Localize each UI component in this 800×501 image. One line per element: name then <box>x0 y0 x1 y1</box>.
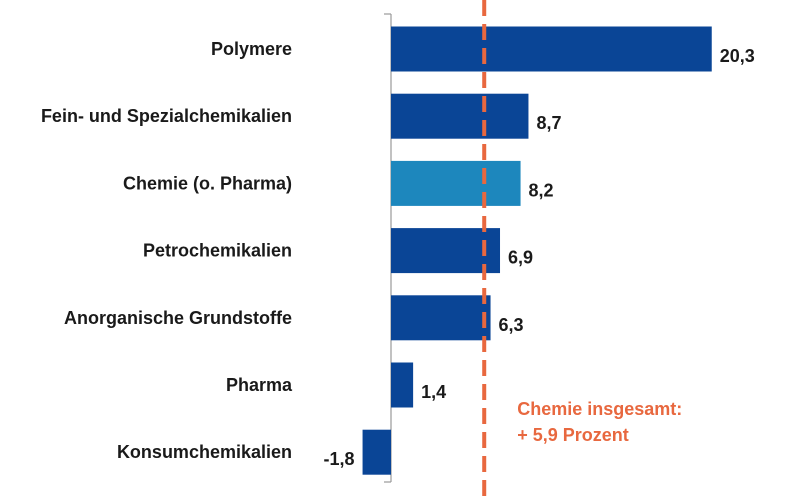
value-label-4: 6,3 <box>499 315 524 335</box>
category-label-6: Konsumchemikalien <box>117 442 292 462</box>
reference-label-line2: + 5,9 Prozent <box>517 425 629 445</box>
bar-2 <box>391 160 521 206</box>
value-label-1: 8,7 <box>536 113 561 133</box>
bar-3 <box>391 228 501 274</box>
bar-4 <box>391 295 491 341</box>
value-labels: 20,3 8,7 8,2 6,9 6,3 1,4 -1,8 <box>324 46 755 469</box>
bars-group <box>362 26 712 475</box>
reference-label-line1: Chemie insgesamt: <box>517 399 682 419</box>
value-label-3: 6,9 <box>508 248 533 268</box>
value-label-2: 8,2 <box>529 180 554 200</box>
bar-6 <box>362 429 391 475</box>
category-label-0: Polymere <box>211 39 292 59</box>
category-label-3: Petrochemikalien <box>143 241 292 261</box>
value-label-5: 1,4 <box>421 382 446 402</box>
bar-0 <box>391 26 712 72</box>
category-labels: Polymere Fein- und Spezialchemikalien Chem… <box>41 39 293 462</box>
category-label-2: Chemie (o. Pharma) <box>123 173 292 193</box>
value-label-6: -1,8 <box>324 449 355 469</box>
category-label-1: Fein- und Spezialchemikalien <box>41 106 292 126</box>
bar-1 <box>391 93 529 139</box>
category-label-5: Pharma <box>226 375 293 395</box>
value-label-0: 20,3 <box>720 46 755 66</box>
category-label-4: Anorganische Grundstoffe <box>64 308 292 328</box>
axis-ticks <box>384 13 391 483</box>
bar-5 <box>391 362 414 408</box>
